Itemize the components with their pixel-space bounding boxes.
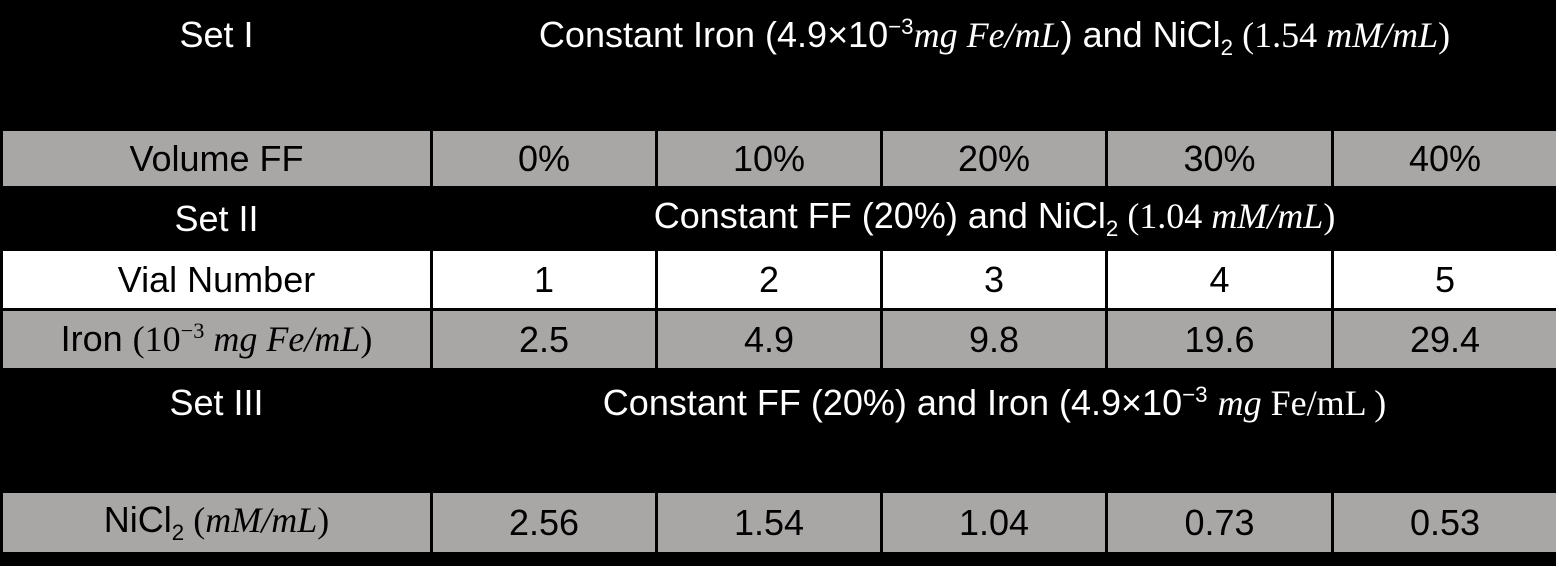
nicl2-value-cell: 2.56	[430, 490, 658, 555]
vial-number-value-cell: 5	[1330, 248, 1556, 311]
text-segment: mM/mL	[205, 500, 318, 541]
text-segment: mg Fe/mL	[213, 319, 361, 360]
text-segment: NiCl	[103, 499, 172, 541]
volume-ff-row: Volume FF 0% 10% 20% 30% 40%	[0, 128, 1556, 189]
text-segment: mg	[1217, 383, 1262, 423]
text-segment: )	[1438, 15, 1451, 55]
text-segment: Fe/mL )	[1261, 383, 1387, 423]
volume-ff-value-cell: 20%	[880, 128, 1108, 189]
set1-header-row: Set I Constant Iron (4.9×10−3mg Fe/mL) a…	[0, 0, 1556, 131]
volume-ff-label-cell: Volume FF	[0, 128, 433, 189]
text-segment: (1.54	[1233, 15, 1327, 55]
set2-description-cell: Constant FF (20%) and NiCl2 (1.04 mM/mL)	[429, 186, 1556, 251]
iron-value-cell: 9.8	[880, 308, 1108, 371]
iron-value-cell: 4.9	[655, 308, 883, 371]
vial-number-value-cell: 4	[1105, 248, 1334, 311]
text-segment: )	[317, 500, 330, 541]
volume-ff-value-cell: 40%	[1330, 128, 1556, 189]
iron-row: Iron (10−3 mg Fe/mL) 2.5 4.9 9.8 19.6 29…	[0, 308, 1556, 371]
text-segment: 2	[1220, 35, 1234, 61]
nicl2-value-cell: 0.53	[1330, 490, 1556, 555]
set3-header-row: Set III Constant FF (20%) and Iron (4.9×…	[0, 368, 1556, 493]
text-segment: Iron	[60, 318, 133, 360]
text-segment: −3	[180, 318, 205, 344]
text-segment: )	[360, 319, 373, 360]
vial-number-value-cell: 1	[430, 248, 658, 311]
text-segment: 2	[171, 520, 185, 546]
iron-value-cell: 2.5	[430, 308, 658, 371]
vial-number-value-cell: 3	[880, 248, 1108, 311]
set3-description-cell: Constant FF (20%) and Iron (4.9×10−3 mg …	[429, 368, 1556, 493]
set3-label-cell: Set III	[0, 368, 433, 493]
text-segment: −3	[888, 14, 914, 39]
vial-number-row: Vial Number 1 2 3 4 5	[0, 248, 1556, 311]
iron-label-cell: Iron (10−3 mg Fe/mL)	[0, 308, 433, 371]
text-segment: ) and NiCl	[1060, 14, 1221, 55]
nicl2-value-cell: 0.73	[1105, 490, 1334, 555]
set1-label-cell: Set I	[0, 0, 433, 131]
nicl2-value-cell: 1.54	[655, 490, 883, 555]
text-segment: Constant Iron (4.9×10	[538, 14, 889, 55]
text-segment: mM/mL	[1326, 15, 1439, 55]
text-segment: 2	[1105, 216, 1119, 242]
text-segment: mg Fe/mL	[913, 15, 1061, 55]
volume-ff-value-cell: 10%	[655, 128, 883, 189]
set2-header-row: Set II Constant FF (20%) and NiCl2 (1.04…	[0, 186, 1556, 251]
set1-description-cell: Constant Iron (4.9×10−3mg Fe/mL) and NiC…	[429, 0, 1556, 131]
nicl2-row: NiCl2 (mM/mL) 2.56 1.54 1.04 0.73 0.53	[0, 490, 1556, 555]
text-segment: (1.04	[1118, 196, 1212, 237]
iron-value-cell: 19.6	[1105, 308, 1334, 371]
text-segment: mM/mL	[1211, 196, 1324, 237]
text-segment: (10	[132, 319, 181, 360]
text-segment: )	[1323, 196, 1336, 237]
vial-number-value-cell: 2	[655, 248, 883, 311]
vial-number-label-cell: Vial Number	[0, 248, 433, 311]
text-segment	[1208, 382, 1218, 423]
nicl2-value-cell: 1.04	[880, 490, 1108, 555]
text-segment: −3	[1182, 382, 1208, 407]
nicl2-label-cell: NiCl2 (mM/mL)	[0, 490, 433, 555]
volume-ff-value-cell: 0%	[430, 128, 658, 189]
iron-value-cell: 29.4	[1330, 308, 1556, 371]
text-segment: Constant FF (20%) and NiCl	[653, 195, 1106, 237]
text-segment: (	[184, 500, 206, 541]
text-segment: Constant FF (20%) and Iron (4.9×10	[602, 382, 1183, 423]
volume-ff-value-cell: 30%	[1105, 128, 1334, 189]
set2-label-cell: Set II	[0, 186, 433, 251]
